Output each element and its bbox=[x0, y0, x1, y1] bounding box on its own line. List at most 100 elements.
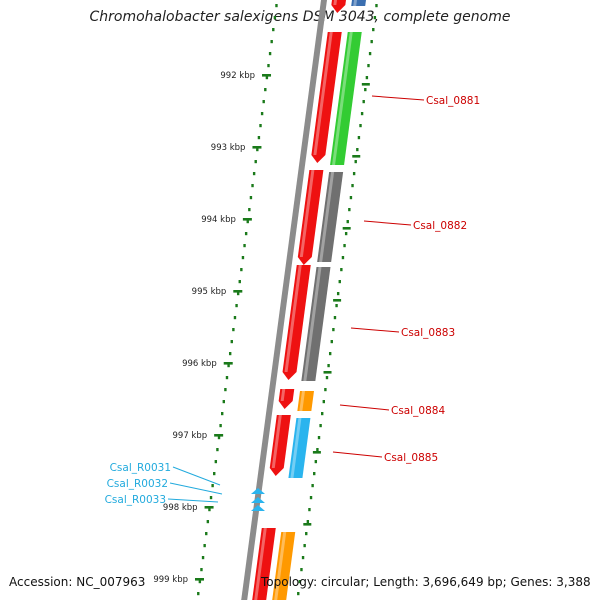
outer-tick-dot bbox=[367, 64, 370, 68]
cds-arrow bbox=[252, 528, 276, 600]
tick-dot bbox=[264, 88, 267, 92]
outer-tick-dot bbox=[300, 568, 303, 572]
rna-marker bbox=[251, 505, 265, 511]
tick-dot bbox=[256, 148, 259, 152]
cds-arrow-body bbox=[269, 415, 291, 476]
cds-arrow-highlight bbox=[254, 528, 267, 600]
ruler-tick-label: 996 kbp bbox=[182, 359, 217, 369]
ruler-major-tick bbox=[262, 74, 272, 77]
cds-arrow bbox=[282, 265, 311, 380]
rna-marker bbox=[251, 488, 265, 494]
tick-dot bbox=[238, 280, 241, 284]
outer-tick-dot bbox=[338, 280, 341, 284]
cds-arrow-body bbox=[282, 265, 311, 380]
tick-dot bbox=[197, 592, 200, 596]
tick-dot bbox=[216, 448, 219, 452]
outer-tick-dot bbox=[333, 316, 337, 320]
cog-block-highlight bbox=[290, 418, 302, 478]
outer-major-tick bbox=[333, 299, 342, 302]
tick-dot bbox=[246, 220, 249, 224]
cds-arrow-body bbox=[278, 389, 295, 409]
gene-leader-line bbox=[339, 404, 390, 411]
cog-block bbox=[317, 172, 344, 262]
outer-tick-dot bbox=[332, 328, 335, 332]
cog-block-body bbox=[351, 0, 366, 6]
outer-tick-dot bbox=[325, 376, 329, 380]
cds-arrow-body bbox=[252, 528, 276, 600]
tick-dot bbox=[267, 64, 270, 68]
cds-arrow bbox=[311, 32, 342, 163]
rna-leader-line bbox=[167, 498, 219, 503]
minor-tick-dots bbox=[197, 4, 378, 596]
outer-tick-dot bbox=[349, 196, 353, 200]
cog-block bbox=[351, 0, 366, 6]
outer-tick-dot bbox=[324, 388, 327, 392]
rna-label: Csal_R0031 bbox=[110, 462, 171, 474]
cds-arrow-body bbox=[311, 32, 342, 163]
ruler-tick-label: 995 kbp bbox=[192, 287, 227, 297]
outer-tick-dot bbox=[360, 112, 364, 116]
backbone bbox=[241, 0, 327, 600]
ruler-ticks: 992 kbp 993 kbp 994 kbp 995 kbp 996 kbp 997 k… bbox=[153, 71, 272, 585]
ruler-tick-label: 992 kbp bbox=[220, 71, 255, 81]
rna-label: Csal_R0033 bbox=[105, 494, 166, 506]
cds-arrow-highlight bbox=[280, 389, 286, 401]
tick-dot bbox=[198, 580, 202, 584]
rna-leader-line bbox=[169, 482, 223, 495]
ruler-tick-label: 993 kbp bbox=[211, 143, 246, 153]
cds-arrow bbox=[269, 415, 291, 476]
outer-major-tick bbox=[361, 83, 370, 86]
cog-block-highlight bbox=[274, 532, 287, 600]
outer-tick-dot bbox=[314, 460, 318, 464]
rna-leader-line bbox=[172, 466, 221, 486]
ruler-major-tick bbox=[194, 578, 204, 581]
tick-dot bbox=[219, 424, 222, 428]
outer-major-tick bbox=[323, 371, 332, 374]
cog-block bbox=[301, 267, 331, 381]
tick-dot bbox=[252, 172, 256, 176]
cds-arrow bbox=[278, 389, 295, 409]
tick-dot bbox=[265, 76, 269, 80]
cog-block bbox=[272, 532, 296, 600]
ruler-major-tick bbox=[214, 434, 224, 437]
cog-block-highlight bbox=[303, 267, 322, 381]
outer-tick-dot bbox=[364, 88, 367, 92]
outer-tick-dot bbox=[309, 496, 313, 500]
genome-summary: Topology: circular; Length: 3,696,649 bp… bbox=[261, 575, 591, 589]
outer-tick-dot bbox=[305, 532, 308, 536]
cog-block bbox=[288, 418, 311, 478]
outer-tick-dot bbox=[335, 304, 338, 308]
outer-tick-dot bbox=[356, 148, 359, 152]
outer-tick-dot bbox=[359, 124, 362, 128]
tick-dot bbox=[268, 52, 272, 56]
tick-dot bbox=[240, 268, 243, 272]
tick-dot bbox=[232, 328, 235, 332]
outer-tick-dot bbox=[372, 28, 375, 32]
outer-tick-dot bbox=[316, 448, 319, 452]
outer-major-tick bbox=[352, 155, 361, 158]
outer-tick-dot bbox=[308, 508, 311, 512]
gene-label: Csal_0882 bbox=[413, 220, 467, 232]
cds-arrow bbox=[331, 0, 346, 13]
ruler-tick-label: 998 kbp bbox=[163, 503, 198, 513]
tick-dot bbox=[225, 376, 229, 380]
cds-arrow-highlight bbox=[333, 0, 337, 5]
rna-label: Csal_R0032 bbox=[107, 478, 168, 490]
ruler-tick-label: 994 kbp bbox=[201, 215, 236, 225]
tick-dot bbox=[201, 556, 205, 560]
outer-tick-dot bbox=[303, 544, 306, 548]
cds-arrow bbox=[297, 170, 324, 265]
tick-dot bbox=[214, 460, 218, 464]
tick-dot bbox=[208, 508, 211, 512]
cds-arrow-body bbox=[331, 0, 346, 13]
outer-tick-dot bbox=[357, 136, 361, 140]
tick-dot bbox=[243, 244, 246, 248]
accession-text: Accession: NC_007963 bbox=[9, 575, 146, 589]
tick-dot bbox=[224, 388, 227, 392]
tick-dot bbox=[213, 472, 216, 476]
cds-arrow-highlight bbox=[271, 415, 282, 468]
tick-dot bbox=[235, 304, 238, 308]
outer-tick-dot bbox=[298, 580, 302, 584]
cds-arrow-highlight bbox=[299, 170, 315, 257]
outer-tick-dot bbox=[341, 256, 345, 260]
